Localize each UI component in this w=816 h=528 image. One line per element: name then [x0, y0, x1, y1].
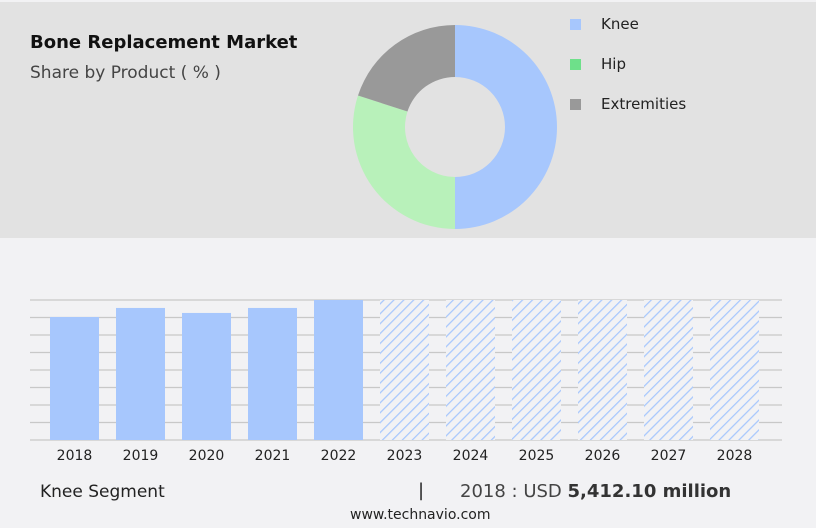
- legend-item-extremities: Extremities: [570, 95, 686, 113]
- bar-2018: [50, 316, 99, 440]
- legend-item-hip: Hip: [570, 55, 626, 73]
- legend-label: Knee: [601, 15, 639, 33]
- bar-2020: [182, 312, 231, 440]
- legend-swatch: [570, 19, 581, 30]
- bars: [50, 300, 759, 440]
- source-link[interactable]: www.technavio.com: [350, 507, 491, 523]
- bar-forecast-2026: [578, 300, 627, 440]
- legend-swatch: [570, 99, 581, 110]
- legend-item-knee: Knee: [570, 15, 639, 33]
- x-tick-label: 2028: [717, 448, 753, 464]
- donut-chart: [353, 25, 557, 229]
- legend-label: Extremities: [601, 95, 687, 113]
- legend-swatch: [570, 59, 581, 70]
- segment-value: 2018 : USD 5,412.10 million: [460, 481, 731, 502]
- bar-forecast-2025: [512, 300, 561, 440]
- chart-subtitle: Share by Product ( % ): [30, 63, 221, 83]
- value-amount: 5,412.10 million: [567, 481, 732, 502]
- x-tick-label: 2026: [585, 448, 621, 464]
- chart-title: Bone Replacement Market: [30, 32, 298, 53]
- donut-slice-knee: [455, 25, 557, 229]
- bar-2021: [248, 307, 297, 440]
- segment-label: Knee Segment: [40, 482, 165, 502]
- bar-forecast-2027: [644, 300, 693, 440]
- bar-forecast-2024: [446, 300, 495, 440]
- bar-forecast-2023: [380, 300, 429, 440]
- separator: |: [418, 480, 425, 501]
- x-tick-label: 2019: [123, 448, 159, 464]
- bar-2019: [116, 307, 165, 440]
- bar-forecast-2028: [710, 300, 759, 440]
- x-tick-label: 2027: [651, 448, 687, 464]
- x-tick-label: 2018: [57, 448, 93, 464]
- x-tick-label: 2024: [453, 448, 489, 464]
- x-tick-label: 2021: [255, 448, 291, 464]
- value-prefix: 2018 : USD: [460, 481, 562, 502]
- x-tick-label: 2022: [321, 448, 357, 464]
- donut-slice-extremities: [357, 25, 455, 112]
- x-tick-label: 2023: [387, 448, 423, 464]
- legend-label: Hip: [601, 55, 626, 73]
- donut-slice-hip: [353, 95, 455, 229]
- x-axis-ticks: 2018 2019 2020 2021 2022 2023 2024 2025 2026 2027…: [57, 448, 753, 464]
- x-tick-label: 2020: [189, 448, 225, 464]
- x-tick-label: 2025: [519, 448, 555, 464]
- bar-2022: [314, 300, 363, 440]
